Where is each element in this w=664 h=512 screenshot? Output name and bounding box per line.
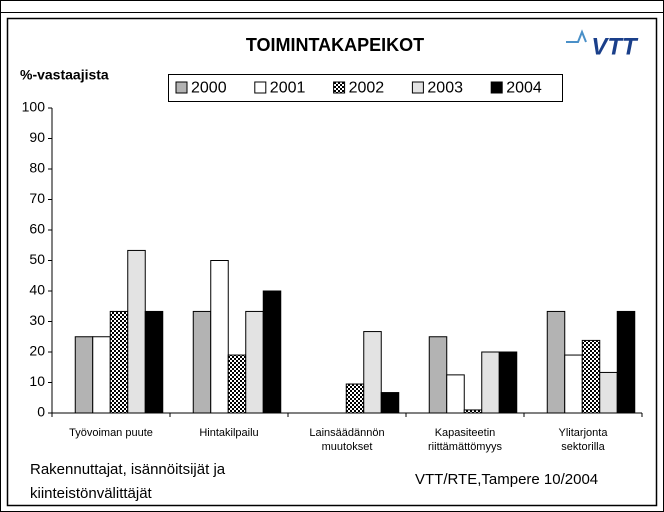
y-tick-label: 100 <box>22 99 46 115</box>
bar <box>92 336 111 414</box>
legend-label: 2004 <box>506 80 542 97</box>
legend-label: 2001 <box>270 80 306 97</box>
y-tick-label: 80 <box>29 160 45 176</box>
x-tick-label: Kapasiteetin riittämättömyys <box>428 427 502 453</box>
inner-frame <box>6 17 658 507</box>
bar <box>498 351 518 414</box>
legend-label: 2003 <box>427 80 463 97</box>
legend-swatch <box>254 81 267 94</box>
source-right: VTT/RTE,Tampere 10/2004 <box>415 471 598 488</box>
bar <box>127 249 146 414</box>
bar <box>227 354 247 414</box>
y-axis-label: %-vastaajista <box>20 67 109 83</box>
y-tick-label: 60 <box>29 221 45 237</box>
bar <box>380 392 400 414</box>
y-tick-label: 10 <box>29 373 45 389</box>
bar <box>192 310 212 414</box>
y-tick-label: 0 <box>37 404 45 420</box>
bar <box>481 351 500 414</box>
legend-swatch <box>490 81 503 94</box>
y-tick-label: 90 <box>29 129 45 145</box>
bar <box>599 371 618 414</box>
y-tick-label: 50 <box>29 251 45 267</box>
x-tick-label: Työvoiman puute <box>69 427 153 439</box>
legend-label: 2002 <box>349 80 385 97</box>
y-tick-label: 40 <box>29 282 45 298</box>
bar <box>564 354 583 414</box>
logo: VTT <box>566 29 639 60</box>
bar <box>446 374 465 414</box>
logo-text: VTT <box>591 33 639 60</box>
bar <box>74 336 94 414</box>
bar <box>245 310 264 414</box>
x-tick-label: Ylitarjonta sektorilla <box>559 427 609 453</box>
bar <box>262 290 282 414</box>
bar <box>363 331 382 414</box>
legend-swatch <box>333 81 346 94</box>
legend-label: 2000 <box>191 80 227 97</box>
bar <box>581 339 601 414</box>
bar <box>546 310 566 414</box>
bar <box>144 310 164 414</box>
y-tick-label: 20 <box>29 343 45 359</box>
bar <box>463 409 483 414</box>
chart-title: TOIMINTAKAPEIKOT <box>246 35 424 55</box>
top-strip <box>0 0 664 13</box>
x-tick-label: Lainsäädännön muutokset <box>309 427 384 453</box>
bar <box>428 336 448 414</box>
legend-swatch <box>175 81 188 94</box>
y-tick-label: 30 <box>29 312 45 328</box>
legend-swatch <box>411 81 424 94</box>
y-tick-label: 70 <box>29 190 45 206</box>
x-tick-label: Hintakilpailu <box>199 427 258 439</box>
bar <box>109 310 129 414</box>
bar <box>616 310 636 414</box>
source-left: Rakennuttajat, isännöitsijät ja kiinteist… <box>30 461 226 502</box>
bar <box>345 383 365 414</box>
bar <box>210 260 229 414</box>
